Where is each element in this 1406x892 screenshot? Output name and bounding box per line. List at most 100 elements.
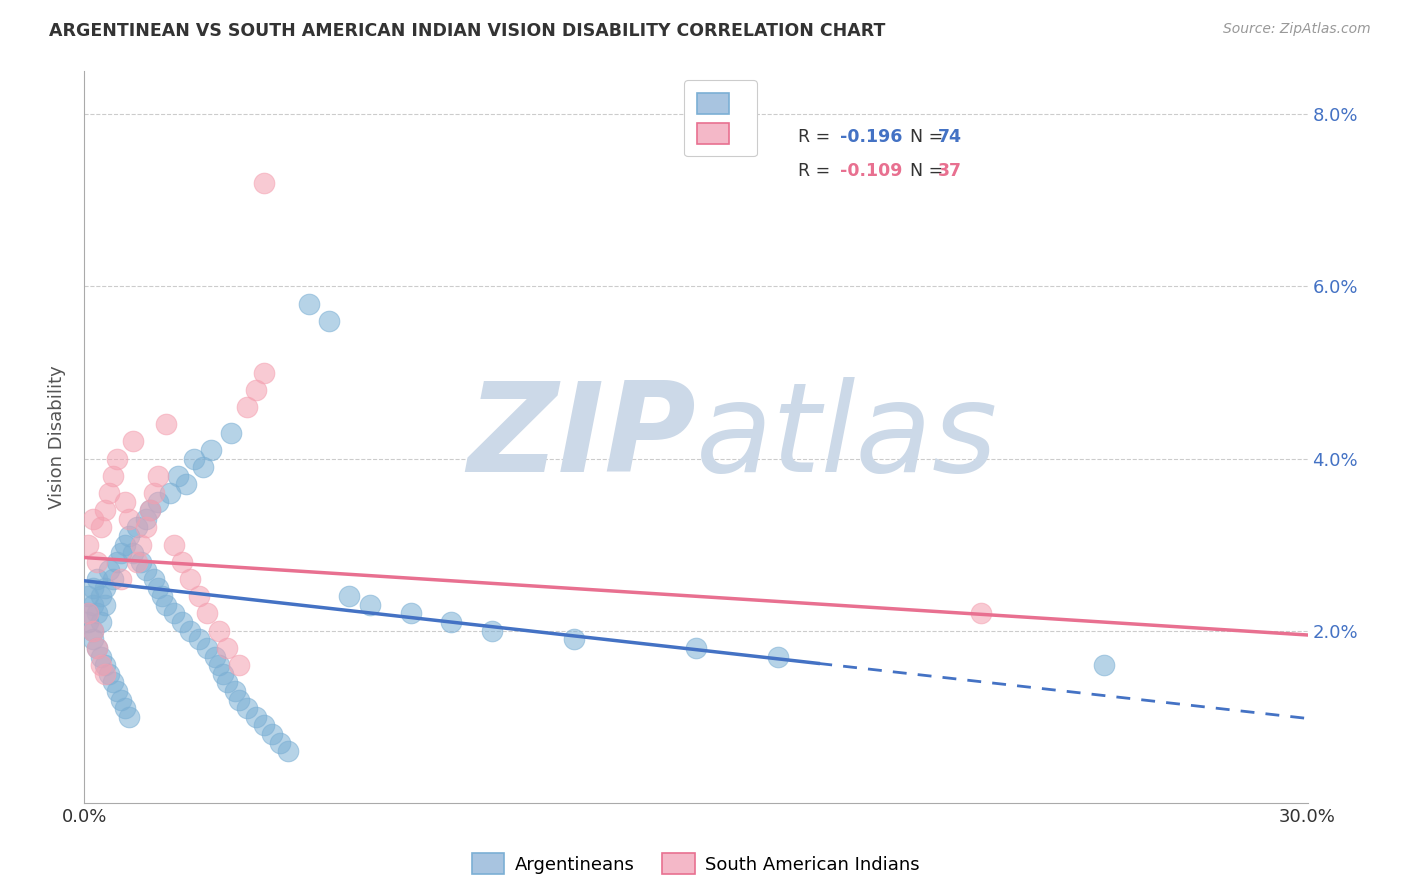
Point xyxy=(93,581,115,595)
Point xyxy=(118,529,141,543)
Point xyxy=(101,675,124,690)
Point xyxy=(172,615,194,629)
Point xyxy=(150,589,173,603)
Point xyxy=(970,607,993,621)
Point xyxy=(204,649,226,664)
Text: 74: 74 xyxy=(938,128,962,146)
Point xyxy=(138,503,160,517)
Point xyxy=(93,666,115,681)
Point xyxy=(146,468,169,483)
Point xyxy=(122,434,145,449)
Text: 37: 37 xyxy=(938,161,962,180)
Point xyxy=(318,314,340,328)
Point xyxy=(269,735,291,749)
Point xyxy=(179,624,201,638)
Point xyxy=(766,649,789,664)
Point xyxy=(1092,658,1115,673)
Point xyxy=(179,572,201,586)
Point xyxy=(90,658,112,673)
Point xyxy=(131,538,153,552)
Point xyxy=(82,624,104,638)
Point xyxy=(82,624,104,638)
Point xyxy=(118,512,141,526)
Point xyxy=(93,503,115,517)
Point xyxy=(86,555,108,569)
Point xyxy=(260,727,283,741)
Point xyxy=(97,666,120,681)
Point xyxy=(217,675,239,690)
Point xyxy=(146,581,169,595)
Point xyxy=(114,538,136,552)
Point xyxy=(86,640,108,655)
Text: Source: ZipAtlas.com: Source: ZipAtlas.com xyxy=(1223,22,1371,37)
Point xyxy=(77,589,100,603)
Point xyxy=(146,494,169,508)
Point xyxy=(217,640,239,655)
Point xyxy=(135,564,157,578)
Point xyxy=(90,649,112,664)
Point xyxy=(212,666,235,681)
Point xyxy=(187,632,209,647)
Point xyxy=(277,744,299,758)
Point xyxy=(187,589,209,603)
Point xyxy=(228,658,250,673)
Point xyxy=(245,710,267,724)
Point xyxy=(245,383,267,397)
Point xyxy=(167,468,190,483)
Point xyxy=(183,451,205,466)
Point xyxy=(135,520,157,534)
Point xyxy=(86,640,108,655)
Point xyxy=(174,477,197,491)
Point xyxy=(105,451,128,466)
Point xyxy=(253,176,276,190)
Text: N =: N = xyxy=(898,161,949,180)
Point xyxy=(131,555,153,569)
Point xyxy=(127,555,149,569)
Point xyxy=(90,589,112,603)
Point xyxy=(172,555,194,569)
Point xyxy=(114,701,136,715)
Text: R =: R = xyxy=(797,161,835,180)
Point xyxy=(191,460,214,475)
Text: ARGENTINEAN VS SOUTH AMERICAN INDIAN VISION DISABILITY CORRELATION CHART: ARGENTINEAN VS SOUTH AMERICAN INDIAN VIS… xyxy=(49,22,886,40)
Point xyxy=(90,520,112,534)
Point xyxy=(101,468,124,483)
Point xyxy=(82,598,104,612)
Point xyxy=(86,572,108,586)
Point xyxy=(359,598,381,612)
Point xyxy=(208,658,231,673)
Point xyxy=(236,400,259,414)
Point xyxy=(110,546,132,560)
Point xyxy=(127,520,149,534)
Y-axis label: Vision Disability: Vision Disability xyxy=(48,365,66,509)
Point xyxy=(97,564,120,578)
Point xyxy=(114,494,136,508)
Point xyxy=(195,607,218,621)
Point xyxy=(77,607,100,621)
Point xyxy=(105,684,128,698)
Point xyxy=(155,598,177,612)
Point xyxy=(200,442,222,457)
Point xyxy=(562,632,585,647)
Point xyxy=(118,710,141,724)
Point xyxy=(163,607,186,621)
Text: ZIP: ZIP xyxy=(467,376,696,498)
Point xyxy=(90,615,112,629)
Point xyxy=(159,486,181,500)
Point xyxy=(399,607,422,621)
Point xyxy=(481,624,503,638)
Point xyxy=(142,572,165,586)
Point xyxy=(228,692,250,706)
Point xyxy=(82,632,104,647)
Point xyxy=(82,512,104,526)
Point xyxy=(298,296,321,310)
Point xyxy=(77,607,100,621)
Text: -0.196: -0.196 xyxy=(839,128,903,146)
Point xyxy=(110,692,132,706)
Text: N =: N = xyxy=(898,128,949,146)
Point xyxy=(93,598,115,612)
Text: R =: R = xyxy=(797,128,835,146)
Point xyxy=(155,417,177,432)
Point xyxy=(122,546,145,560)
Text: atlas: atlas xyxy=(696,376,998,498)
